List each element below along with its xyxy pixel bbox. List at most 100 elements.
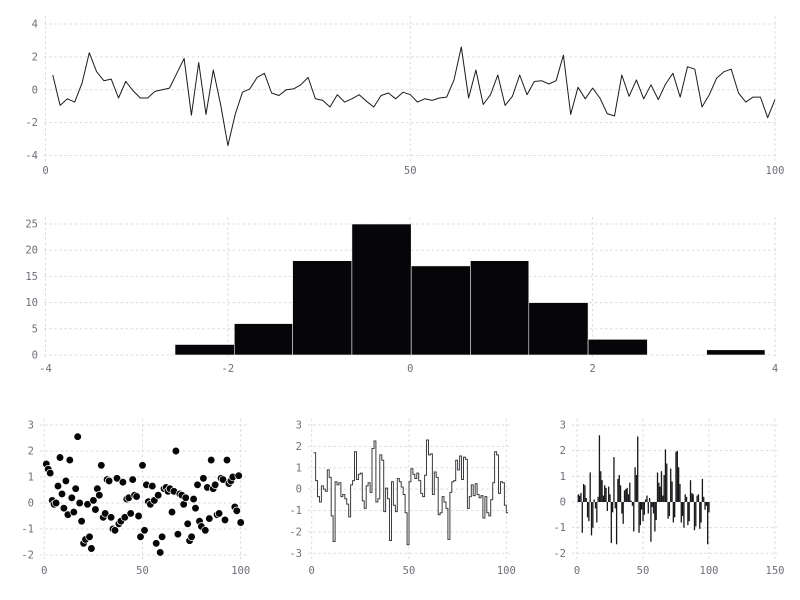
y-tick-label: 3: [28, 420, 34, 432]
scatter-point: [220, 515, 230, 525]
vertical-bar: [601, 480, 603, 502]
vertical-bar: [606, 502, 609, 511]
scatter-point: [205, 514, 214, 523]
vertical-bar: [699, 502, 701, 529]
vertical-bar: [643, 502, 645, 515]
y-tick-label: 1: [296, 462, 302, 474]
vertical-bar: [684, 494, 686, 502]
vertical-bar: [675, 451, 677, 502]
vertical-bar: [696, 495, 698, 502]
vertical-bar: [705, 502, 708, 506]
vertical-bar: [584, 485, 586, 502]
y-tick-label: -1: [553, 522, 566, 534]
y-tick-label: 10: [25, 297, 38, 309]
vertical-bar: [598, 435, 601, 502]
scatter-point: [71, 484, 80, 493]
subplot-histogram: -4 -2 0 2 4 0 5 10 15 20 25: [25, 217, 778, 375]
vertical-bar: [630, 500, 632, 502]
vertical-bar: [700, 502, 702, 523]
vertical-bar: [600, 471, 602, 502]
vertical-bar: [610, 502, 612, 544]
vertical-bar: [631, 502, 634, 506]
vertical-bar: [634, 467, 636, 502]
scatter-point: [157, 532, 167, 541]
vertical-bar: [648, 498, 651, 502]
x-tick-label: 50: [404, 165, 417, 177]
x-tick-label: 50: [136, 565, 149, 577]
y-tick-label: 0: [296, 484, 302, 496]
scatter-point: [128, 475, 137, 484]
scatter-point: [101, 509, 110, 518]
y-tick-label: 3: [560, 420, 566, 432]
vertical-bar: [627, 494, 630, 502]
vertical-bar: [666, 463, 668, 502]
vertical-bar: [707, 502, 709, 545]
scatter-point: [95, 491, 104, 500]
scatter-point: [199, 474, 208, 483]
scatter-point: [85, 532, 94, 541]
vertical-bar: [683, 502, 685, 528]
vertical-bar: [615, 502, 618, 545]
scatter-point: [214, 509, 224, 518]
histogram-bar: [174, 344, 235, 356]
scatter-point: [193, 480, 202, 489]
vertical-bar: [588, 502, 590, 522]
vertical-bar: [639, 502, 642, 526]
vertical-bar: [650, 502, 652, 542]
vertical-bar: [697, 494, 700, 502]
y-tick-label: 1: [560, 471, 566, 483]
y-tick-label: 20: [25, 245, 38, 257]
y-tick-label: -2: [25, 117, 38, 129]
scatter-point: [152, 539, 161, 548]
vertical-bar: [680, 502, 682, 523]
histogram-bar: [410, 265, 471, 356]
x-tick-label: 100: [231, 565, 250, 577]
vertical-bar: [677, 467, 680, 502]
scatter-point: [61, 476, 71, 486]
scatter-point: [189, 494, 198, 504]
scatter-point: [65, 455, 74, 465]
x-tick-label: 2: [589, 363, 595, 375]
vertical-bar: [651, 502, 653, 508]
vertical-bar: [577, 494, 579, 502]
vertical-bar: [688, 502, 690, 522]
subplot-step-plot: 0 50 100 -3 -2 -1 0 1 2 3: [289, 419, 516, 577]
vertical-bar: [670, 468, 672, 502]
y-tick-label: -4: [25, 150, 38, 162]
vertical-bar: [701, 478, 704, 502]
vertical-bar: [586, 502, 589, 518]
vertical-bar: [668, 502, 671, 517]
scatter-point: [187, 532, 196, 541]
vertical-bar: [626, 487, 628, 502]
vertical-bar: [672, 502, 675, 523]
x-tick-label: 150: [766, 565, 785, 577]
vertical-bar: [704, 502, 706, 510]
vertical-bar: [622, 502, 624, 524]
x-tick-label: -2: [222, 363, 235, 375]
x-tick-label: 50: [403, 565, 416, 577]
vertical-bar: [618, 475, 620, 502]
step-series: [313, 439, 509, 546]
scatter-point: [191, 504, 200, 513]
y-tick-label: 25: [25, 219, 38, 231]
y-tick-label: 0: [32, 84, 38, 96]
vertical-bar: [619, 485, 622, 502]
histogram-bar: [706, 349, 766, 356]
scatter-point: [46, 468, 55, 478]
histogram-bar: [470, 260, 530, 356]
vertical-bar: [646, 495, 648, 502]
vertical-bar: [674, 502, 676, 518]
scatter-point: [136, 532, 145, 541]
vertical-bar: [614, 502, 616, 509]
vertical-bar: [685, 496, 688, 502]
vertical-bar: [602, 495, 605, 502]
scatter-point: [201, 526, 210, 535]
histogram-bar: [292, 260, 353, 356]
vertical-bar: [659, 486, 661, 502]
vertical-bar: [642, 502, 644, 522]
vertical-bar: [597, 496, 599, 502]
subplot-scatter-plot: 0 50 100 -2 -1 0 1 2 3: [21, 419, 250, 577]
vertical-bar: [708, 502, 710, 513]
scatter-point: [181, 493, 190, 502]
y-tick-label: 2: [296, 441, 302, 453]
